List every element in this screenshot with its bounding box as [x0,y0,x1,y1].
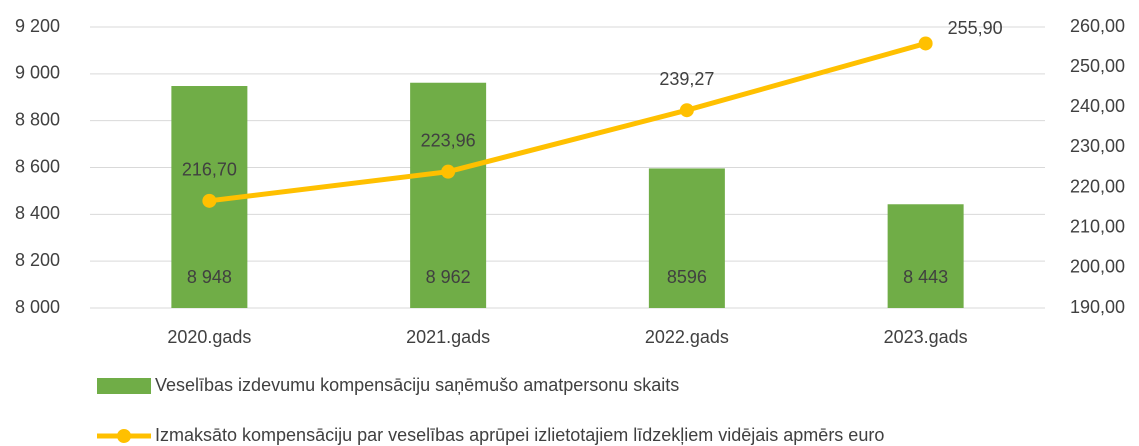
line-value-label: 239,27 [659,69,714,89]
y-tick-label: 8 400 [15,203,60,223]
line-value-label: 216,70 [182,160,237,180]
y-tick-label: 9 000 [15,63,60,83]
legend-label: Veselības izdevumu kompensāciju saņēmušo… [155,375,679,395]
y2-tick-label: 210,00 [1070,216,1125,236]
bar [887,204,964,308]
y-tick-label: 8 800 [15,109,60,129]
y-tick-label: 9 200 [15,16,60,36]
bar [648,168,725,308]
y2-tick-label: 250,00 [1070,56,1125,76]
bar-value-label: 8 948 [187,267,232,287]
legend-label: Izmaksāto kompensāciju par veselības apr… [155,425,884,445]
x-tick-label: 2023.gads [884,327,968,347]
line-marker [679,103,694,118]
line-value-label: 223,96 [421,130,476,150]
y2-tick-label: 220,00 [1070,176,1125,196]
line-marker [441,164,456,179]
x-tick-label: 2021.gads [406,327,490,347]
y2-tick-label: 200,00 [1070,257,1125,277]
bar-value-label: 8 443 [903,267,948,287]
x-tick-label: 2022.gads [645,327,729,347]
y2-tick-label: 230,00 [1070,136,1125,156]
y2-tick-label: 240,00 [1070,96,1125,116]
legend-swatch [97,378,151,394]
bar [410,82,487,309]
line-marker [202,193,217,208]
bar-value-label: 8 962 [426,267,471,287]
line-marker [918,36,933,51]
y2-tick-label: 190,00 [1070,297,1125,317]
x-tick-label: 2020.gads [167,327,251,347]
line-value-label: 255,90 [948,18,1003,38]
y-tick-label: 8 200 [15,250,60,270]
line [209,41,927,204]
y-tick-label: 8 000 [15,297,60,317]
y-tick-label: 8 600 [15,156,60,176]
bar-value-label: 8596 [667,267,707,287]
y2-tick-label: 260,00 [1070,16,1125,36]
legend-swatch-marker [117,429,131,443]
